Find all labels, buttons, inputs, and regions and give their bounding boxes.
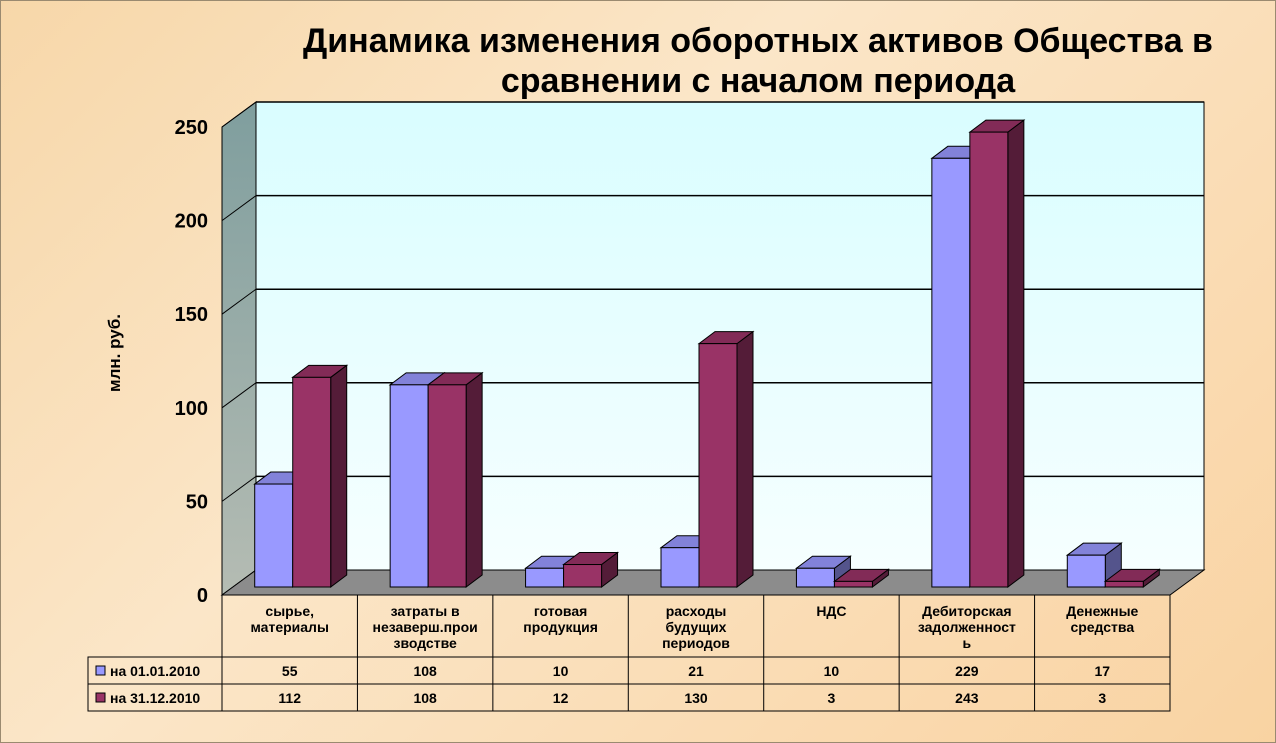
bar	[525, 567, 565, 588]
data-label: 108	[413, 663, 437, 679]
data-label: 3	[1098, 690, 1106, 706]
category-label: Денежные средства	[1066, 603, 1138, 635]
bar	[969, 131, 1009, 588]
bar-side	[465, 371, 483, 588]
y-tick-label: 0	[197, 585, 208, 607]
legend-swatch	[95, 665, 106, 676]
bar	[254, 483, 294, 588]
category-label: расходы будущих периодов	[662, 603, 730, 651]
data-label: 10	[824, 663, 840, 679]
data-label: 3	[828, 690, 836, 706]
y-tick-label: 200	[175, 211, 208, 233]
y-axis-label: млн. руб.	[105, 314, 124, 392]
legend-label: на 31.12.2010	[110, 690, 200, 706]
bar	[563, 564, 603, 588]
gridline-side	[221, 101, 257, 128]
data-label: 130	[684, 690, 708, 706]
bar	[833, 580, 873, 588]
category-label: затраты в незаверш.прои зводстве	[372, 603, 477, 651]
bar	[931, 157, 971, 588]
gridline-side	[221, 288, 257, 315]
data-label: 10	[553, 663, 569, 679]
gridline-side	[221, 475, 257, 502]
bar-side	[1007, 119, 1025, 588]
category-label: готовая продукция	[523, 603, 598, 635]
data-label: 243	[955, 690, 979, 706]
y-tick-label: 100	[175, 398, 208, 420]
data-label: 17	[1094, 663, 1110, 679]
data-label: 229	[955, 663, 979, 679]
bar	[660, 547, 700, 588]
bar	[795, 567, 835, 588]
bar-side	[736, 330, 754, 588]
bar	[427, 384, 467, 588]
y-tick-label: 50	[186, 491, 208, 513]
bar-side	[330, 364, 348, 588]
bar	[1104, 580, 1144, 588]
chart-title: Динамика изменения оборотных активов Общ…	[303, 22, 1213, 100]
y-tick-label: 150	[175, 304, 208, 326]
bar	[1066, 554, 1106, 588]
legend-label: на 01.01.2010	[110, 663, 200, 679]
side-wall	[221, 101, 257, 596]
gridline-side	[221, 195, 257, 222]
y-tick-label: 250	[175, 117, 208, 139]
chart-title-text: Динамика изменения оборотных активов Общ…	[303, 22, 1213, 100]
category-label: Дебиторская задолженност ь	[918, 603, 1016, 651]
bar	[292, 376, 332, 588]
legend-swatch	[95, 692, 106, 703]
data-label: 108	[413, 690, 437, 706]
bar	[389, 384, 429, 588]
data-label: 12	[553, 690, 569, 706]
data-label: 55	[282, 663, 298, 679]
category-label: НДС	[816, 603, 846, 619]
data-label: 21	[688, 663, 704, 679]
bar	[698, 343, 738, 588]
gridline-side	[221, 382, 257, 409]
data-label: 112	[278, 690, 301, 706]
category-label: сырье, материалы	[251, 603, 329, 635]
